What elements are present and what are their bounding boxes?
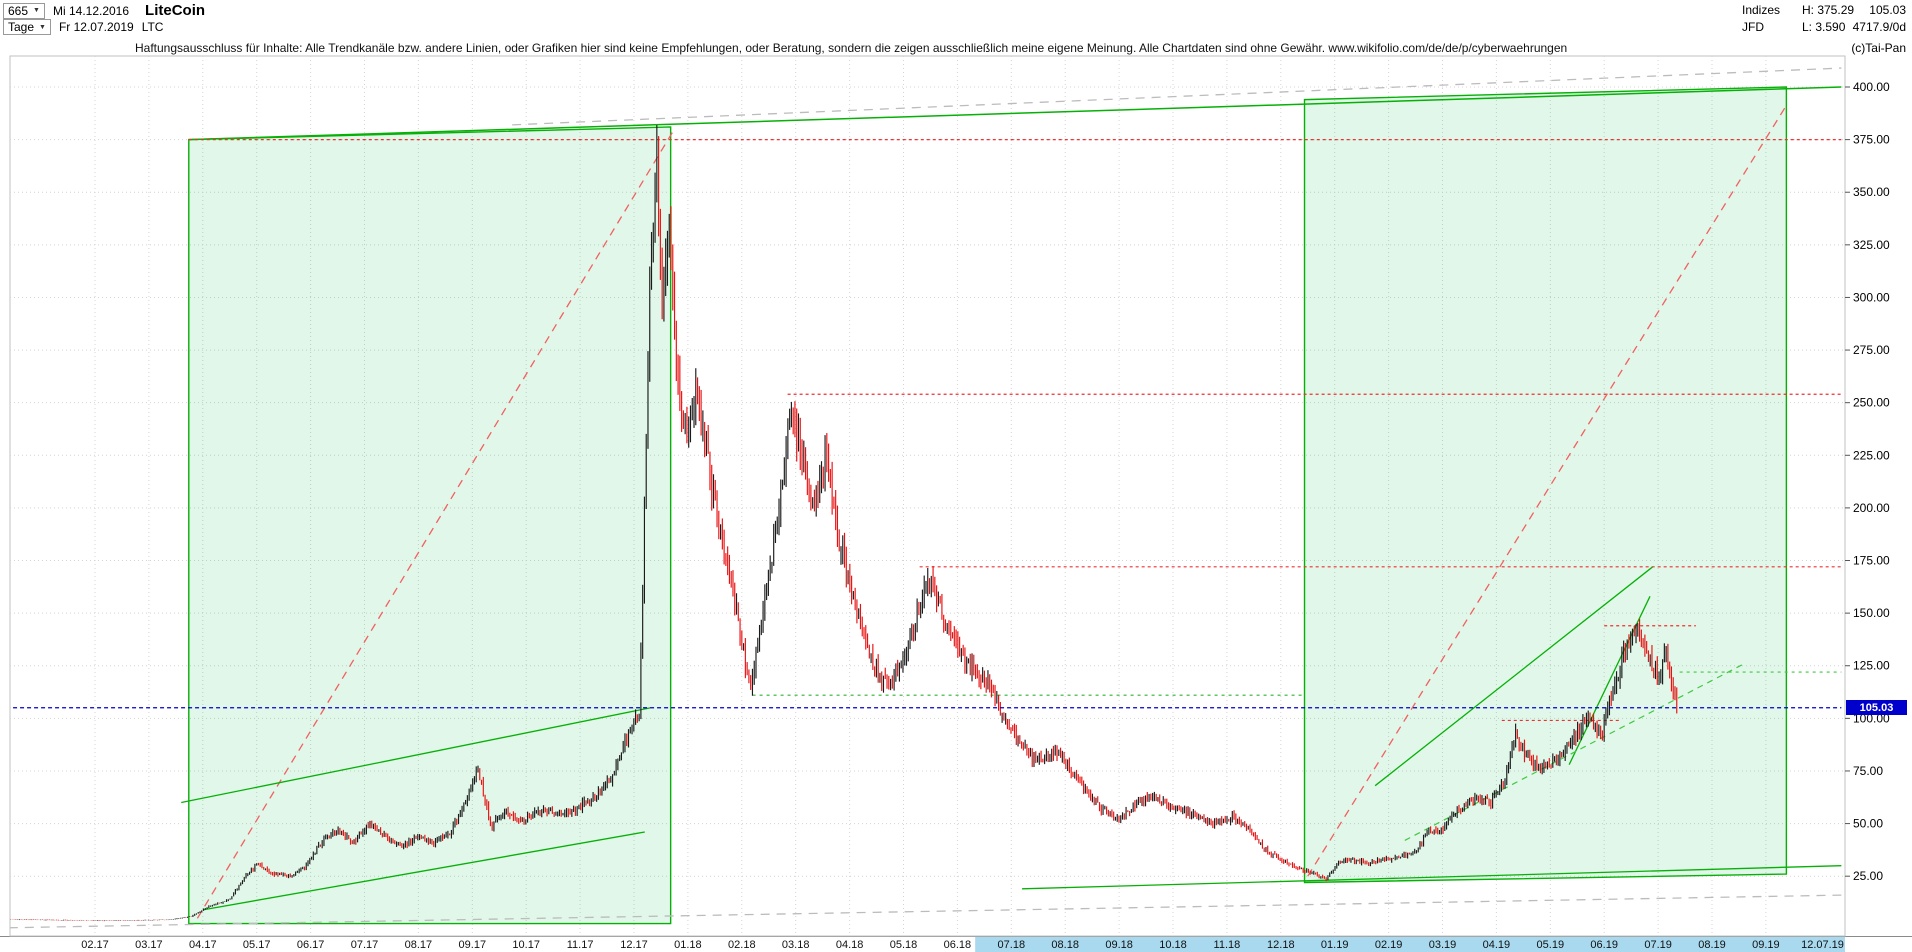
bars-count-dropdown[interactable]: 665 ▼ xyxy=(3,2,45,19)
y-axis-label: 175.00 xyxy=(1853,554,1890,568)
header-row-1: 665 ▼ Mi 14.12.2016 LiteCoin xyxy=(3,2,205,19)
disclaimer-text: Haftungsausschluss für Inhalte: Alle Tre… xyxy=(135,41,1568,55)
y-axis-label: 25.00 xyxy=(1853,869,1883,883)
instrument-symbol: LTC xyxy=(141,20,164,34)
x-axis-label: 01.19 xyxy=(1321,939,1349,951)
x-axis-label: 02.17 xyxy=(81,939,109,951)
timeframe-dropdown[interactable]: Tage ▼ xyxy=(3,19,51,35)
uptrend-2019-steep xyxy=(1307,107,1786,877)
longterm-gray-bottom xyxy=(10,894,1842,929)
x-axis-label: 04.17 xyxy=(189,939,217,951)
longterm-gray-top xyxy=(512,67,1842,126)
chevron-down-icon: ▼ xyxy=(33,7,40,14)
last-price-badge: 105.03 xyxy=(1846,700,1907,715)
channel-2017-lower xyxy=(202,831,645,911)
period-high-label: H: 375.29 xyxy=(1802,3,1855,17)
x-axis-label: 12.17 xyxy=(620,939,648,951)
y-axis-label: 200.00 xyxy=(1853,501,1890,515)
data-provider-label: JFD xyxy=(1742,20,1764,34)
y-axis-label: 125.00 xyxy=(1853,659,1890,673)
x-axis-label: 10.17 xyxy=(512,939,540,951)
x-axis: 02.17 03.17 04.17 05.17 06.17 07.17 08.17 09.17… xyxy=(81,939,1844,951)
x-axis-label: 05.19 xyxy=(1537,939,1565,951)
y-axis-label: 150.00 xyxy=(1853,606,1890,620)
x-axis-label: 04.19 xyxy=(1483,939,1511,951)
channel-top-long xyxy=(188,86,1842,141)
x-axis-label: 10.18 xyxy=(1159,939,1187,951)
chart-start-date: Mi 14.12.2016 xyxy=(52,3,130,18)
y-axis-label: 275.00 xyxy=(1853,343,1890,357)
timeframe-value: Tage xyxy=(8,20,35,34)
x-axis-label: 06.18 xyxy=(944,939,972,951)
x-axis-label: 03.18 xyxy=(782,939,810,951)
y-axis-label: 325.00 xyxy=(1853,238,1890,252)
y-axis-label: 50.00 xyxy=(1853,817,1883,831)
y-axis-label: 225.00 xyxy=(1853,448,1890,462)
trend-2019-main xyxy=(1374,566,1654,787)
x-axis-label: 05.18 xyxy=(890,939,918,951)
x-axis-label: 09.17 xyxy=(459,939,487,951)
y-axis-label: 75.00 xyxy=(1853,764,1883,778)
x-axis-label: 11.17 xyxy=(567,939,594,951)
x-axis-label: 02.19 xyxy=(1375,939,1403,951)
channel-2017-upper xyxy=(181,707,651,804)
index-group-label: Indizes xyxy=(1742,3,1781,17)
copyright-label: (c)Tai-Pan xyxy=(1851,41,1906,55)
base-green xyxy=(1022,865,1842,890)
period-low-label: L: 3.590 xyxy=(1802,20,1846,34)
y-axis-label: 300.00 xyxy=(1853,290,1890,304)
plot-frame xyxy=(9,55,1846,937)
volume-readout: 4717.9/0d xyxy=(1852,20,1906,34)
x-axis-label: 07.17 xyxy=(351,939,379,951)
x-axis-label: 03.19 xyxy=(1429,939,1457,951)
gridlines xyxy=(10,56,1845,936)
y-axis-label: 400.00 xyxy=(1853,80,1890,94)
bars-count-value: 665 xyxy=(8,3,29,18)
y-axis-label: 375.00 xyxy=(1853,133,1890,147)
last-price-readout: 105.03 xyxy=(1869,3,1906,17)
x-axis-last-date-label: 12.07.19 xyxy=(1801,939,1844,951)
x-axis-label: 12.18 xyxy=(1267,939,1295,951)
instrument-title: LiteCoin xyxy=(145,2,206,19)
x-axis-label: 01.18 xyxy=(674,939,702,951)
trend-box-2017 xyxy=(188,126,672,925)
header-row-2: Tage ▼ Fr 12.07.2019 LTC xyxy=(3,19,163,35)
y-axis-label: 250.00 xyxy=(1853,396,1890,410)
x-axis-label: 02.18 xyxy=(728,939,756,951)
x-axis-label: 07.18 xyxy=(998,939,1026,951)
price-bars xyxy=(10,125,1678,922)
x-axis-label: 08.19 xyxy=(1698,939,1726,951)
x-axis-label: 06.17 xyxy=(297,939,325,951)
x-axis-label: 11.18 xyxy=(1214,939,1241,951)
x-axis-label: 04.18 xyxy=(836,939,864,951)
chart-end-date: Fr 12.07.2019 xyxy=(58,20,134,34)
trend-box-2019 xyxy=(1303,86,1788,884)
x-axis-label: 09.19 xyxy=(1752,939,1780,951)
chevron-down-icon: ▼ xyxy=(39,23,46,31)
x-axis-label: 03.17 xyxy=(135,939,163,951)
x-axis-label: 08.17 xyxy=(405,939,433,951)
y-axis-label: 350.00 xyxy=(1853,185,1890,199)
loaded-range-highlight xyxy=(975,937,1845,952)
y-axis: 25.0050.0075.00100.00125.00150.00175.002… xyxy=(1845,80,1890,883)
trend-2019-dashed xyxy=(1404,663,1745,841)
trend-lines xyxy=(10,67,1842,929)
trend-channel-boxes xyxy=(188,86,1788,925)
x-axis-label: 08.18 xyxy=(1051,939,1079,951)
x-axis-label: 06.19 xyxy=(1590,939,1618,951)
x-axis-label: 07.19 xyxy=(1644,939,1672,951)
x-axis-label: 09.18 xyxy=(1105,939,1133,951)
x-axis-label: 05.17 xyxy=(243,939,271,951)
